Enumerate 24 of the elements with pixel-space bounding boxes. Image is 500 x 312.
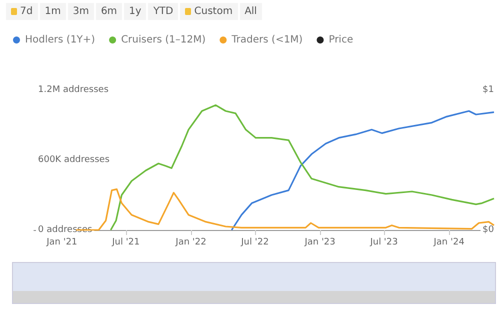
text: 1m (40, 3, 66, 20)
x-tick-label: Jan '23 (304, 238, 336, 248)
x-tick-label: Jan '22 (174, 238, 206, 248)
y-tick-label: 600K addresses (38, 155, 110, 165)
text: 3m (68, 3, 94, 20)
text: 6m (96, 3, 122, 20)
legend-label: Traders (<1M) (230, 34, 303, 46)
x-tick-label: Jul '21 (111, 238, 140, 248)
x-tick-label: Jul '23 (369, 238, 398, 248)
text: 7d (6, 3, 38, 20)
y-tick-label: 0 addresses (38, 225, 92, 235)
y2-tick-label: $0 (482, 225, 494, 235)
x-tick-label: Jan '21 (46, 238, 78, 248)
text: All (240, 3, 262, 20)
y-tick-label: 1.2M addresses (38, 85, 109, 95)
legend-label: Price (328, 34, 354, 46)
y2-tick-label: $1 (482, 85, 494, 95)
legend-label: Hodlers (1Y+) (25, 34, 96, 46)
text: YTD (148, 3, 178, 20)
text: 1y (124, 3, 146, 20)
x-tick-label: Jul '22 (240, 238, 269, 248)
text: Custom (180, 3, 238, 20)
x-tick-label: Jan '24 (432, 238, 465, 248)
legend-label: Cruisers (1–12M) (121, 34, 206, 46)
